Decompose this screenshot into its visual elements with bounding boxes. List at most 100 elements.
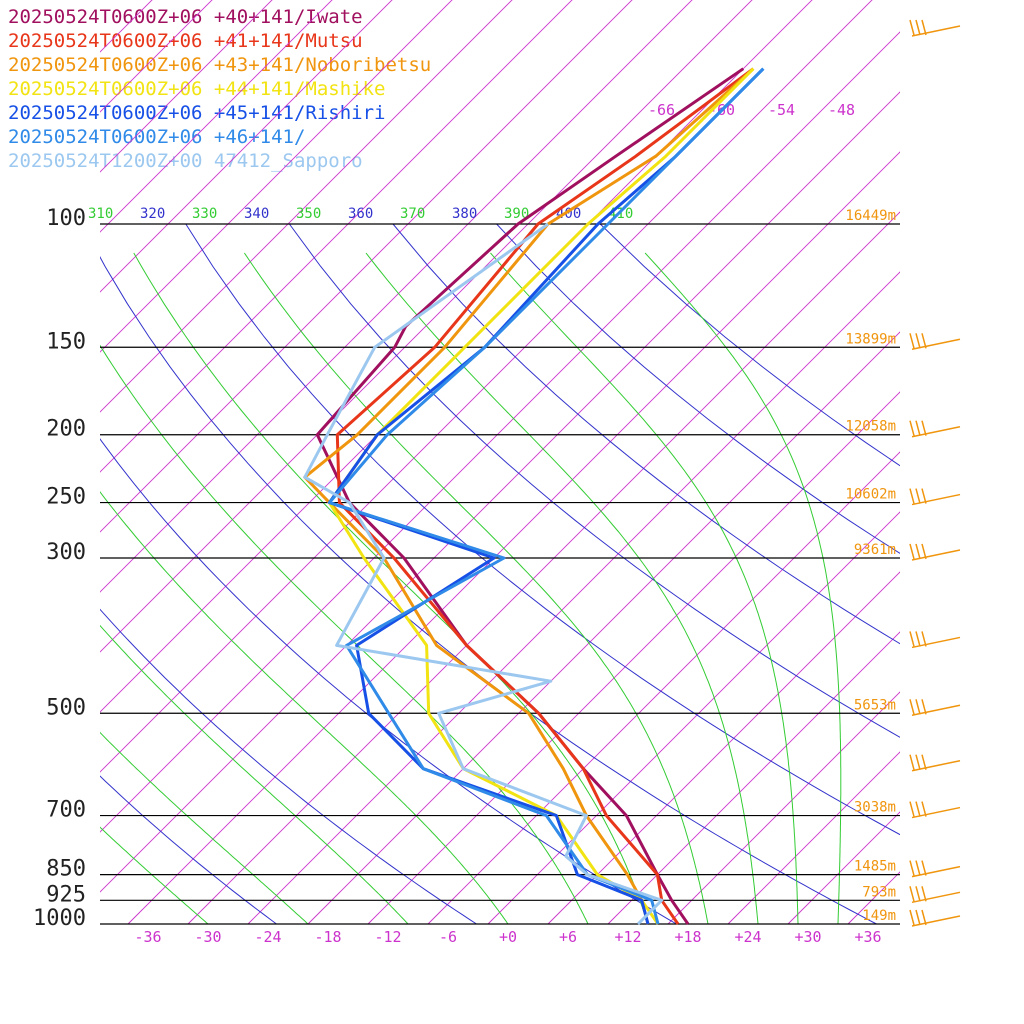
moist-adiabat: [100, 491, 509, 925]
sounding-series: [303, 67, 765, 925]
pressure-label: 925: [46, 882, 86, 907]
legend-entry: 20250524T0600Z+06 +46+141/: [8, 126, 306, 148]
isotherm-line: [847, 871, 900, 925]
moist-adiabat: [100, 344, 589, 925]
wind-barb: [909, 699, 961, 717]
wind-barb: [909, 801, 961, 819]
isotherm-line: [100, 0, 453, 353]
theta-label: 350: [296, 206, 321, 222]
isotherm-label: -54: [768, 101, 795, 119]
isotherm-line: [307, 331, 900, 925]
isotherm-label: -66: [648, 101, 675, 119]
isotherm-line: [100, 0, 393, 293]
height-label: 5653m: [854, 697, 896, 713]
dry-adiabat: [100, 255, 877, 925]
wind-barbs: [909, 19, 961, 927]
sounding-line: [327, 67, 765, 925]
isotherm-line: [968, 0, 1024, 924]
legend-entry: 20250524T0600Z+06 +43+141/Noboribetsu: [8, 54, 432, 76]
wind-barb: [909, 420, 961, 438]
wind-barb: [909, 19, 961, 37]
pressure-label: 200: [46, 417, 86, 442]
sounding-line: [315, 67, 745, 925]
theta-label: 380: [452, 206, 477, 222]
legend-entry: 20250524T0600Z+06 +44+141/Mashike: [8, 78, 386, 100]
theta-label: 400: [556, 206, 581, 222]
height-label: 16449m: [845, 208, 896, 224]
wind-barb: [909, 886, 961, 904]
temperature-tick: -30: [194, 928, 221, 946]
temperature-tick: +36: [854, 928, 881, 946]
height-label: 9361m: [854, 542, 896, 558]
temperature-tick: +12: [614, 928, 641, 946]
temperature-tick: -12: [374, 928, 401, 946]
moist-adiabat: [490, 252, 799, 924]
isotherm-line: [100, 91, 900, 893]
temperature-tick: +6: [559, 928, 577, 946]
moist-adiabat: [644, 252, 842, 924]
theta-label: 370: [400, 206, 425, 222]
pressure-label: 300: [46, 540, 86, 565]
height-label: 13899m: [845, 331, 896, 347]
temperature-tick: -36: [134, 928, 161, 946]
temperature-tick: +18: [674, 928, 701, 946]
isotherm-line: [427, 451, 900, 925]
theta-label: 320: [140, 206, 165, 222]
wind-barb: [909, 333, 961, 350]
theta-label: 390: [504, 206, 529, 222]
isotherm-line: [787, 811, 900, 925]
moist-adiabat: [365, 252, 759, 925]
moist-adiabat: [133, 252, 649, 925]
sounding-line: [327, 67, 755, 925]
isotherm-line: [0, 0, 147, 924]
theta-label: 340: [244, 206, 269, 222]
isotherm-line: [100, 0, 333, 233]
pressure-label: 1000: [33, 906, 86, 931]
isotherm-line: [100, 0, 153, 53]
isotherm-line: [100, 0, 213, 113]
pressure-label: 150: [46, 329, 86, 354]
dry-adiabat: [100, 438, 677, 925]
theta-label: 310: [88, 206, 113, 222]
isotherm-line: [100, 0, 513, 413]
axis-labels: 100 16449m 150 13899m 200 12058m 250 10602m 300 9…: [33, 101, 896, 946]
temperature-tick: +30: [794, 928, 821, 946]
moist-adiabat: [100, 624, 409, 925]
isotherm-line: [100, 0, 273, 173]
grid-lines: [0, 0, 1024, 925]
isotherm-line: [100, 0, 753, 653]
pressure-label: 700: [46, 798, 86, 823]
isotherm-line: [727, 751, 900, 925]
wind-barb: [909, 543, 961, 561]
legend-entry: 20250524T0600Z+06 +40+141/Iwate: [8, 6, 363, 28]
legend-entry: 20250524T1200Z+00 47412_Sapporo: [8, 150, 363, 172]
height-label: 10602m: [845, 487, 896, 503]
theta-label: 360: [348, 206, 373, 222]
wind-barb: [909, 631, 961, 649]
pressure-label: 500: [46, 695, 86, 720]
wind-barb: [909, 909, 961, 927]
temperature-tick: -6: [439, 928, 457, 946]
wind-barb: [909, 488, 961, 506]
height-label: 3038m: [854, 800, 896, 816]
isotherm-line: [0, 0, 87, 924]
height-label: 793m: [862, 884, 896, 900]
moist-adiabat: [100, 731, 309, 925]
temperature-tick: +24: [734, 928, 761, 946]
dry-adiabat: [599, 223, 900, 467]
dry-adiabat: [392, 223, 900, 645]
pressure-label: 100: [46, 206, 86, 231]
temperature-tick: -24: [254, 928, 281, 946]
dry-adiabat: [100, 775, 277, 925]
moist-adiabat: [243, 252, 709, 925]
isotherm-line: [908, 0, 1024, 924]
legend-entry: 20250524T0600Z+06 +41+141/Mutsu: [8, 30, 363, 52]
sounding-line: [303, 67, 755, 925]
isotherm-line: [547, 571, 900, 925]
temperature-tick: -18: [314, 928, 341, 946]
moist-adiabat: [100, 826, 209, 925]
height-label: 12058m: [845, 419, 896, 435]
height-label: 149m: [862, 908, 896, 924]
wind-barb: [909, 754, 961, 772]
